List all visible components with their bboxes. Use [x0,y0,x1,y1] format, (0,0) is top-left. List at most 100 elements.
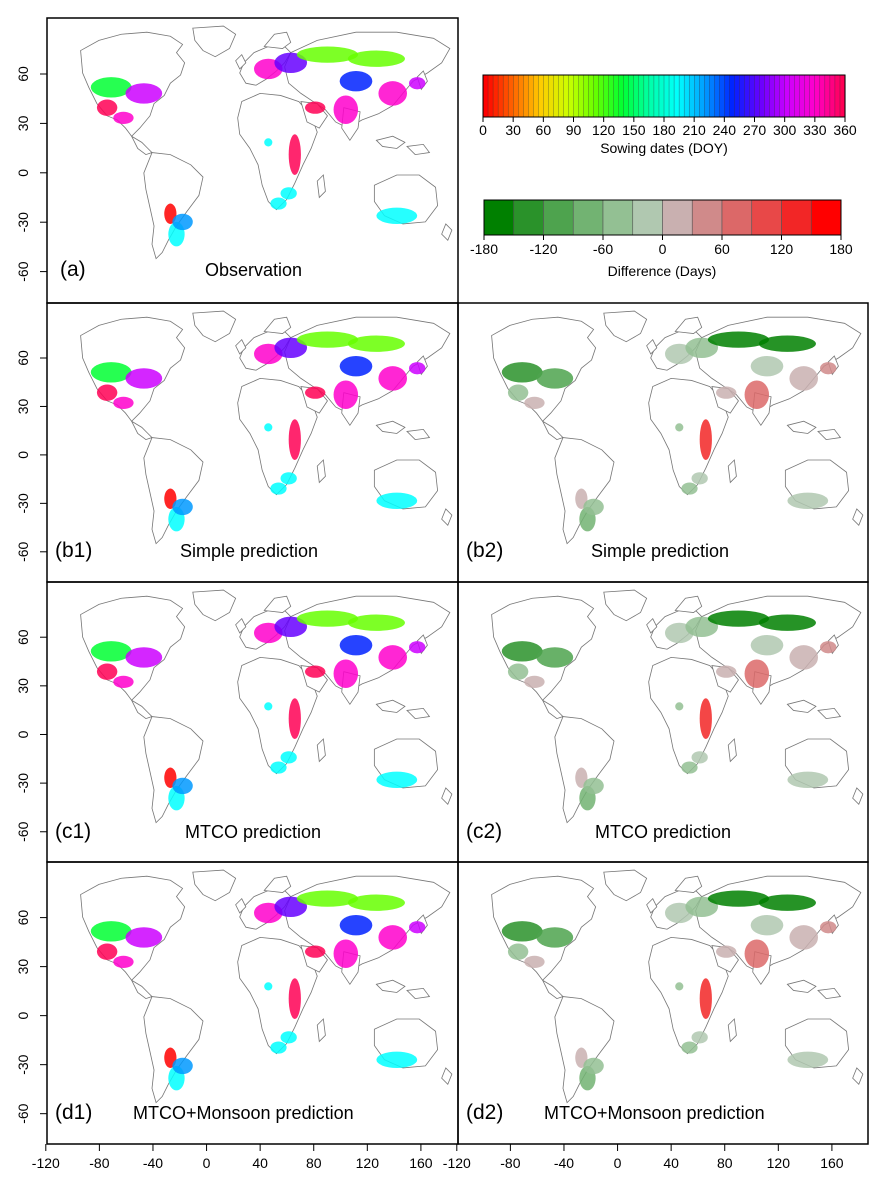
crop-region-d1-19 [305,945,326,958]
crop-region-c1-3 [113,675,134,688]
crop-region-a-9 [296,46,359,63]
crop-region-c1-14 [409,641,426,654]
map-panel-a [80,25,453,260]
sowing-colorbar-tick-label: 210 [682,122,706,138]
crop-region-d2-13 [789,925,818,950]
difference-colorbar-tick-label: 180 [829,241,853,257]
crop-region-d1-2 [96,943,118,960]
sowing-colorbar: 0 30 60 90 120 150 180 210 240 270 300 330 360 Sowin… [479,74,857,156]
sowing-colorbar-stripe [739,74,745,118]
crop-region-d2-16 [691,1031,708,1044]
panel-title-d1: MTCO+Monsoon prediction [133,1103,354,1123]
crop-region-b2-12 [744,380,770,409]
crop-region-d2-3 [524,955,545,968]
crop-region-d2-18 [787,1051,829,1068]
sowing-colorbar-stripe [608,74,615,118]
sowing-colorbar-stripe [789,74,796,118]
x-tick-label: 80 [306,1155,322,1171]
sowing-colorbar-stripe [593,74,600,118]
crop-region-b2-18 [787,492,829,509]
panel-d1-text: (d1) MTCO+Monsoon prediction [55,1101,354,1124]
difference-colorbar-cells [483,199,842,236]
panel-label-c1: (c1) [55,820,91,843]
crop-region-c2-14 [820,641,837,654]
crop-region-d1-0 [90,921,132,942]
sowing-colorbar-stripe [744,74,751,118]
sowing-colorbar-stripe [578,74,585,118]
y-tick-label: -60 [15,1103,31,1123]
panel-label-c2: (c2) [466,820,502,843]
sowing-colorbar-tick-label: 60 [536,122,552,138]
crop-region-b1-16 [280,472,297,485]
x-tick-label: -80 [500,1155,520,1171]
crop-region-a-20 [264,138,273,147]
sowing-colorbar-stripe [709,74,715,118]
crop-region-c1-2 [96,663,118,680]
crop-region-d2-15 [699,978,712,1019]
sowing-colorbar-tick-label: 30 [505,122,521,138]
sowing-colorbar-stripe [543,74,549,118]
panel-label-b1: (b1) [55,539,92,562]
sowing-colorbar-tick-label: 360 [833,122,857,138]
difference-colorbar-cell [691,199,723,236]
sowing-colorbar-stripe [784,74,791,118]
crop-region-c1-13 [378,645,407,670]
crop-region-c2-20 [675,702,684,711]
crop-region-c1-16 [280,751,297,764]
crop-region-a-11 [339,70,373,92]
sowing-colorbar-stripe [482,74,489,118]
crop-region-d1-1 [125,927,163,948]
crop-region-b2-0 [501,362,543,383]
x-tick-label: -120 [443,1155,471,1171]
crop-region-b2-2 [507,384,529,401]
sowing-colorbar-stripe [668,74,675,118]
panel-label-b2: (b2) [466,539,503,562]
crop-region-b1-10 [347,335,405,352]
panel-label-d2: (d2) [466,1101,503,1124]
crop-region-d2-2 [507,943,529,960]
sowing-colorbar-stripe [513,74,519,118]
panel-label-a: (a) [60,258,86,281]
y-tick-label: 0 [15,1012,31,1020]
crop-region-c2-13 [789,645,818,670]
crop-region-c2-12 [744,659,770,688]
sowing-colorbar-stripe [719,74,725,118]
x-tick-label: 120 [767,1155,791,1171]
x-tick-label: 0 [614,1155,622,1171]
crop-region-b1-9 [296,331,359,348]
sowing-colorbar-stripe [533,74,539,118]
panel-title-c2: MTCO prediction [595,822,731,842]
crop-region-d2-6 [583,1057,604,1075]
crop-region-d2-14 [820,921,837,934]
crop-region-d1-18 [376,1051,418,1068]
sowing-colorbar-stripe [643,74,650,118]
sowing-colorbar-stripe [704,74,710,118]
crop-region-c2-9 [707,610,770,627]
sowing-colorbar-tick-label: 240 [713,122,737,138]
crop-region-b2-1 [536,368,574,389]
map-panel-b2 [491,310,864,545]
y-tick-label: 60 [15,66,31,82]
sowing-colorbar-stripe [829,74,836,118]
sowing-colorbar-stripe [492,74,499,118]
map-panel-d1 [80,869,453,1104]
sowing-colorbar-stripe [638,74,645,118]
crop-region-d2-0 [501,921,543,942]
sowing-colorbar-stripe [658,74,665,118]
crop-region-a-13 [378,81,407,106]
difference-colorbar-cell [572,199,604,236]
x-tick-label: 160 [409,1155,433,1171]
sowing-colorbar-stripe [683,74,690,118]
crop-region-c1-6 [172,777,193,795]
y-tick-label: 60 [15,350,31,366]
x-tick-label: 0 [203,1155,211,1171]
sowing-colorbar-tick-label: 0 [479,122,487,138]
crop-region-d1-11 [339,914,373,936]
sowing-colorbar-stripe [694,74,700,118]
difference-colorbar: -180 -120 -60 0 60 120 180 Difference (Days) [470,199,853,279]
sowing-colorbar-tick-label: 330 [803,122,827,138]
y-tick-label: 30 [15,959,31,975]
y-axes: 60 30 0 -30 -60 60 30 0 -30 -60 60 30 0 -30 -60 60 30 0 -3… [15,66,47,1124]
sowing-colorbar-tick-label: 300 [773,122,797,138]
crop-region-b1-17 [270,482,287,495]
